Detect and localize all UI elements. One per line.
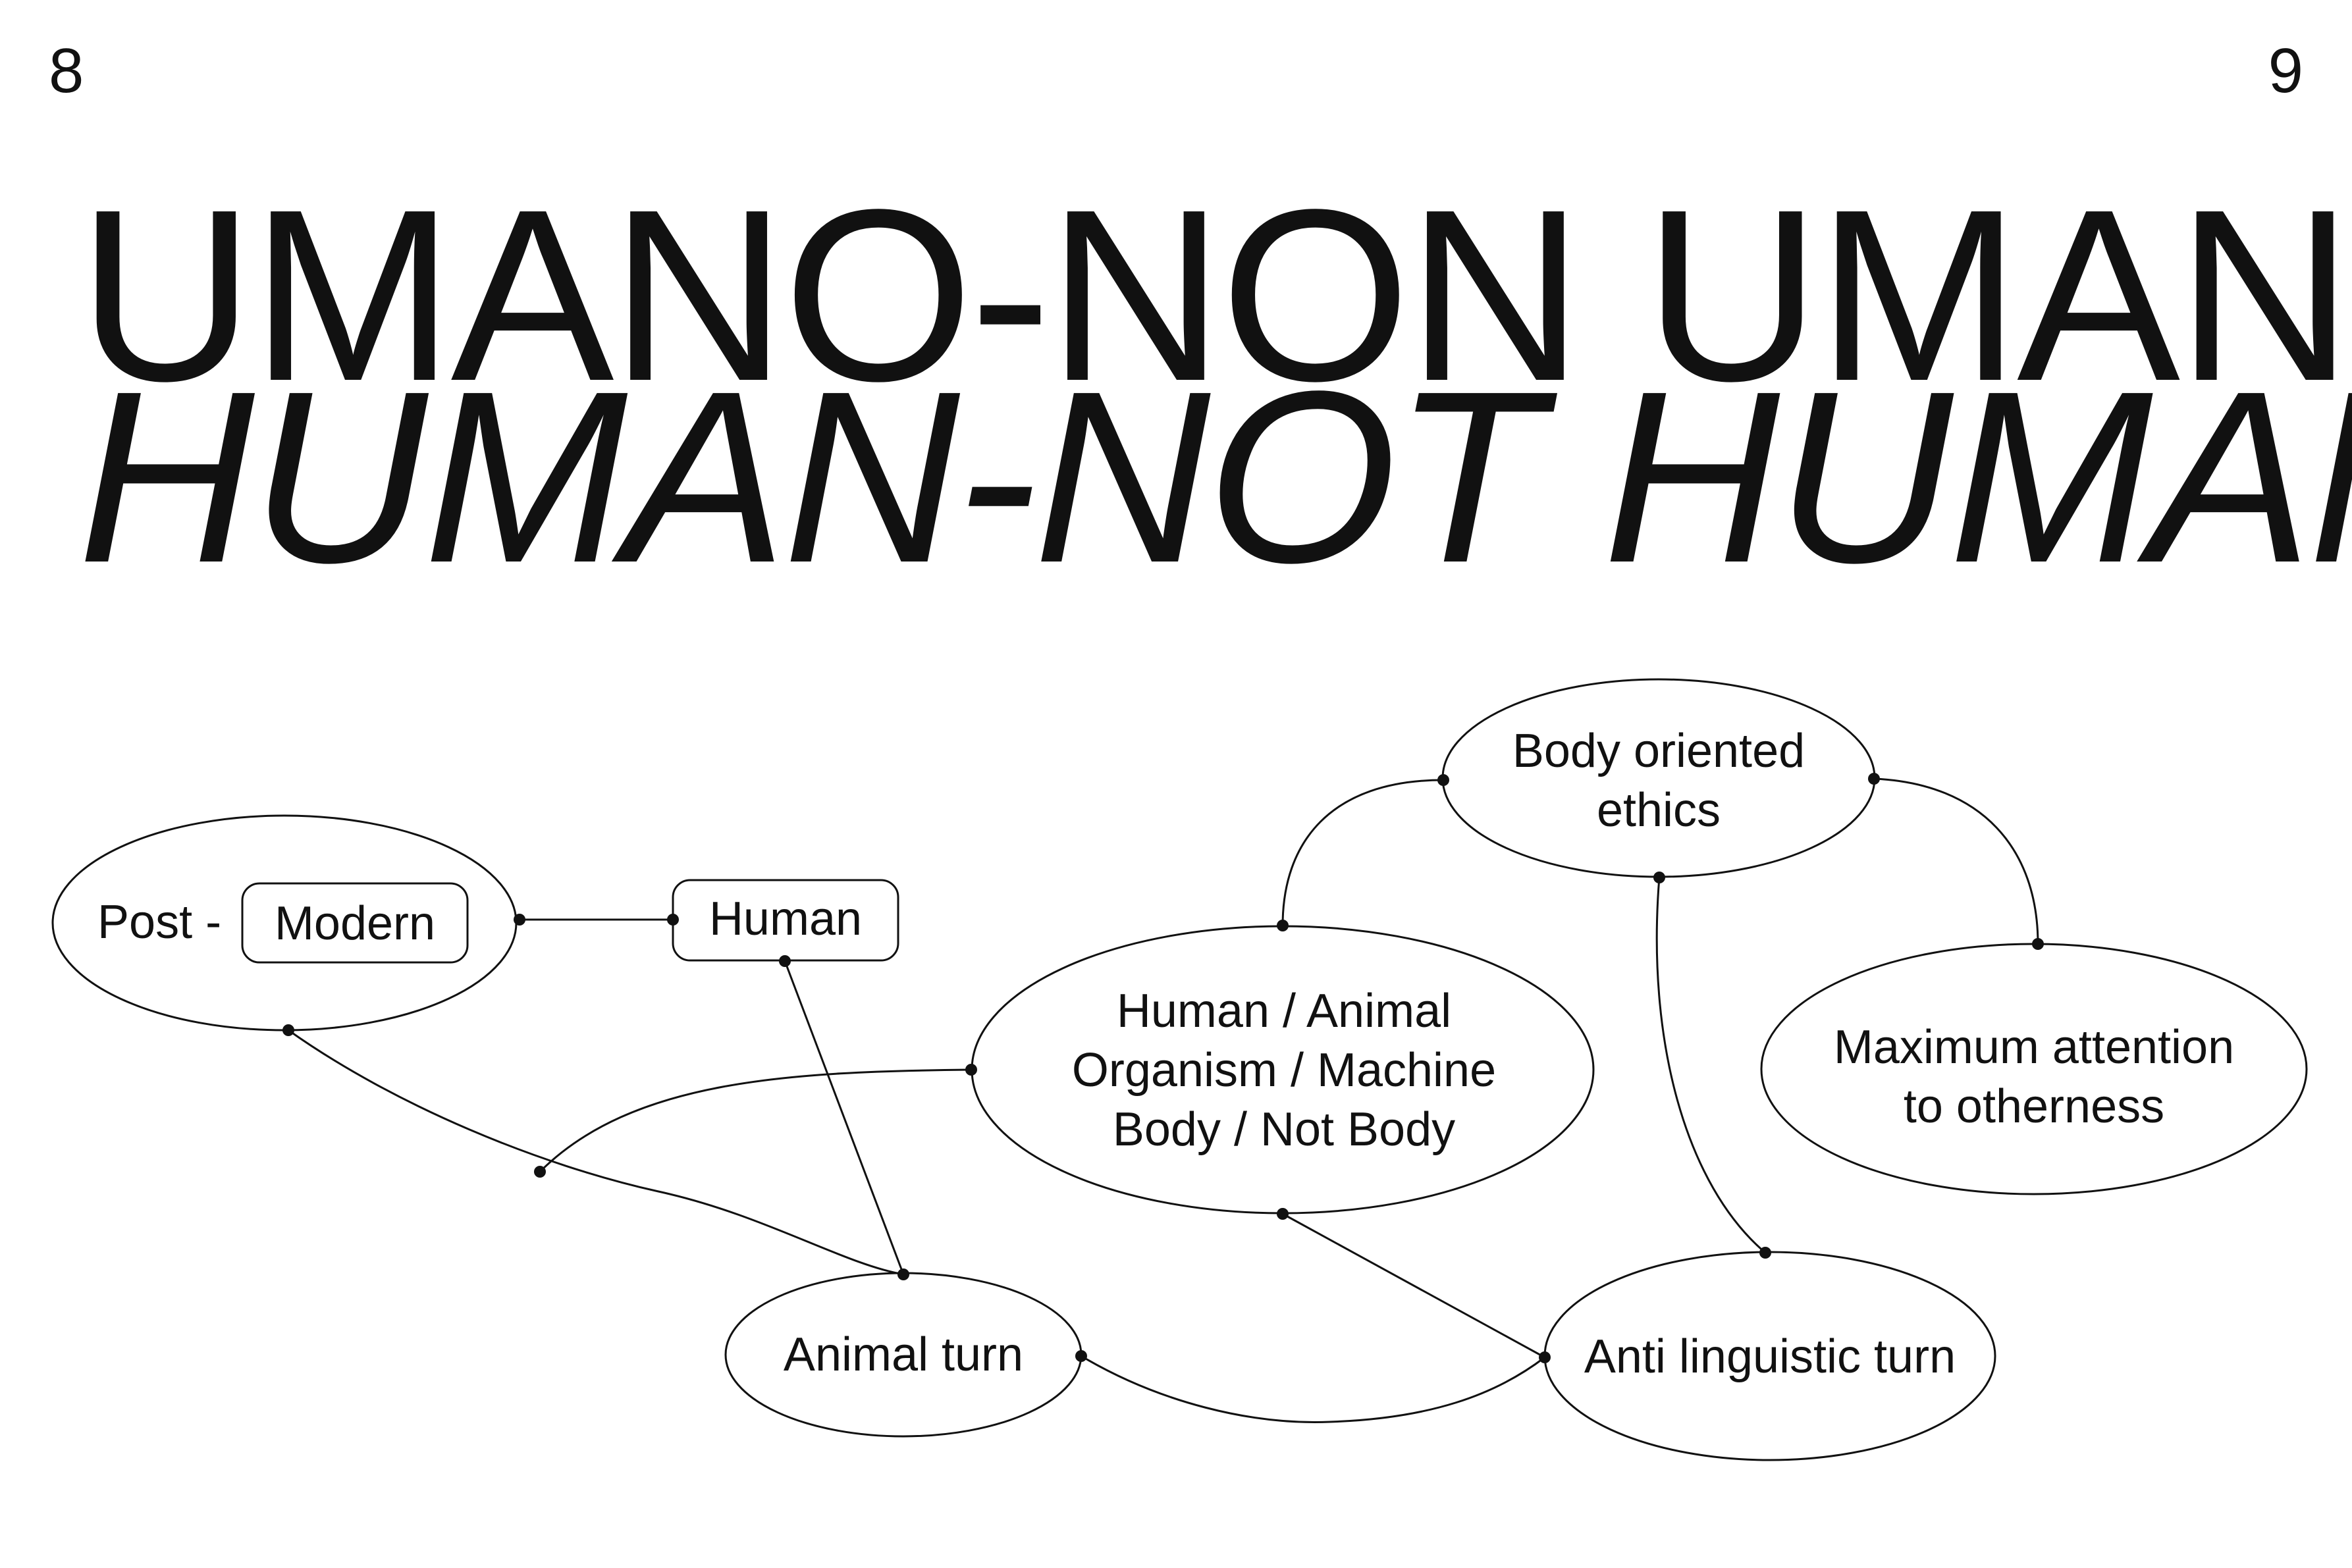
- edge-hub-junction: [539, 1068, 972, 1173]
- node-hub-line-2: Organism / Machine: [1072, 1044, 1496, 1097]
- node-anti-linguistic: Anti linguistic turn: [1543, 1251, 1996, 1461]
- page-number-left: 8: [49, 36, 84, 106]
- title-italian: UMANO-NON UMANO: [78, 158, 2352, 432]
- page-number-right: 9: [2268, 36, 2303, 106]
- node-modern-label: Modern: [275, 897, 435, 950]
- dot-anti-left: [1539, 1351, 1551, 1363]
- edge-hub-ethics: [1281, 779, 1444, 926]
- page-title: UMANO-NON UMANO HUMAN-NOT HUMAN: [78, 158, 2352, 614]
- node-hub-line-3: Body / Not Body: [1113, 1103, 1455, 1156]
- dot-hub-bottom: [1277, 1208, 1289, 1220]
- dot-animal-top: [897, 1268, 909, 1280]
- dot-human-left: [667, 914, 679, 926]
- dot-hub-top: [1277, 920, 1289, 931]
- node-animal-turn: Animal turn: [724, 1272, 1082, 1438]
- edge-human-animal-turn: [784, 960, 905, 1275]
- node-body-ethics-outline: [1441, 678, 1876, 878]
- node-max-attention-line-1: Maximum attention: [1834, 1021, 2234, 1074]
- node-hub: Human / Animal Organism / Machine Body /…: [971, 925, 1595, 1215]
- dot-animal-right: [1075, 1350, 1087, 1362]
- node-post-prefix: Post -: [97, 896, 221, 949]
- node-anti-linguistic-label: Anti linguistic turn: [1584, 1330, 1956, 1383]
- node-post-modern: Post - Modern: [51, 814, 518, 1032]
- node-human-label: Human: [709, 893, 862, 945]
- node-hub-line-1: Human / Animal: [1117, 985, 1451, 1037]
- connection-dots: [282, 773, 2044, 1363]
- node-body-ethics: Body oriented ethics: [1441, 678, 1876, 878]
- dot-anti-top: [1759, 1247, 1771, 1259]
- edge-ethics-anti-linguistic: [1655, 877, 1766, 1254]
- title-english: HUMAN-NOT HUMAN: [78, 340, 2352, 614]
- dot-attention-top: [2032, 938, 2044, 950]
- edge-animal-anti-linguistic: [1081, 1355, 1545, 1423]
- dot-ethics-left: [1437, 774, 1449, 786]
- dot-junction: [534, 1166, 546, 1178]
- node-modern-box: [241, 882, 469, 964]
- node-body-ethics-line-2: ethics: [1597, 784, 1721, 837]
- dot-ethics-bottom: [1653, 872, 1665, 883]
- edges: [288, 777, 2039, 1423]
- node-max-attention-line-2: to otherness: [1904, 1080, 2164, 1133]
- node-human: Human: [672, 879, 899, 962]
- edge-hub-anti-linguistic: [1282, 1213, 1545, 1359]
- dot-ethics-right: [1868, 773, 1880, 785]
- dot-hub-left: [965, 1064, 977, 1076]
- edge-post-animal-turn: [288, 1029, 904, 1276]
- node-max-attention: Maximum attention to otherness: [1760, 943, 2308, 1195]
- edge-ethics-attention: [1873, 777, 2039, 945]
- node-body-ethics-line-1: Body oriented: [1512, 725, 1805, 777]
- dot-post-right: [514, 914, 525, 926]
- dot-human-bottom: [779, 955, 791, 967]
- node-animal-turn-label: Animal turn: [784, 1328, 1023, 1381]
- dot-post-bottom: [282, 1024, 294, 1036]
